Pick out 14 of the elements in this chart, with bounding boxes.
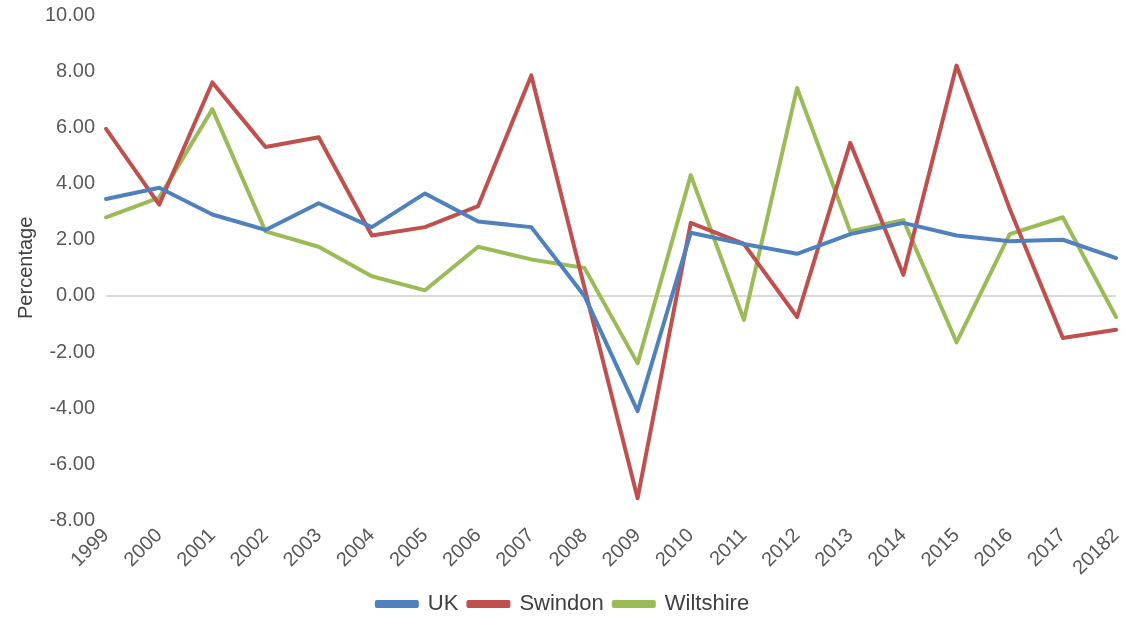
y-tick-label: -6.00	[49, 452, 96, 475]
y-tick-label: -4.00	[49, 395, 96, 418]
y-axis-title: Percentage	[13, 216, 36, 319]
y-tick-label: 6.00	[56, 114, 96, 137]
legend-label: Wiltshire	[664, 590, 750, 616]
y-tick-label: -8.00	[49, 508, 96, 531]
legend-label: UK	[427, 590, 459, 616]
y-tick-label: 0.00	[56, 283, 96, 306]
y-tick-label: 10.00	[44, 2, 96, 25]
y-tick-label: 2.00	[56, 227, 96, 250]
y-tick-label: -2.00	[49, 339, 96, 362]
legend-label: Swindon	[519, 590, 604, 616]
y-tick-label: 8.00	[56, 58, 96, 81]
y-tick-label: 4.00	[56, 171, 96, 194]
